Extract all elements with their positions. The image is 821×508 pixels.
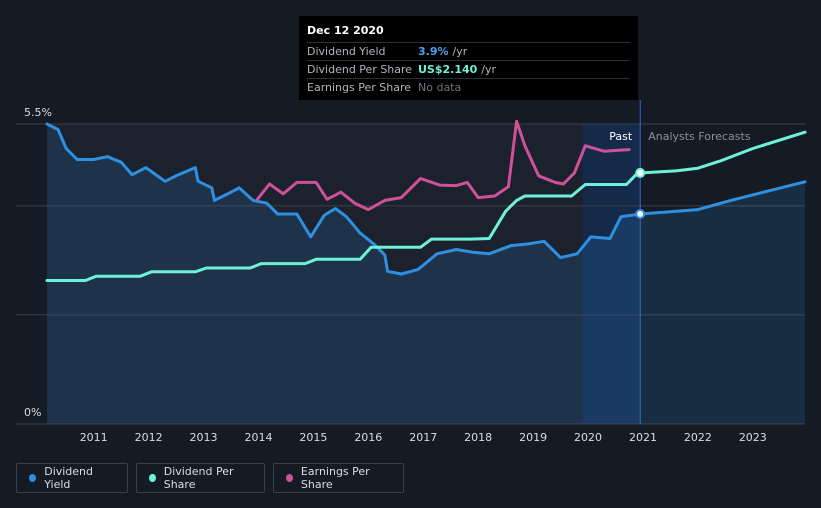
y-tick-label: 0%: [24, 406, 41, 419]
dividend-per-share-line: [45, 130, 807, 282]
x-tick-label: 2020: [574, 431, 602, 444]
tooltip-row-earnings-per-share: Earnings Per Share No data: [307, 78, 630, 96]
forecast-background: [640, 124, 805, 424]
tooltip-row-dividend-per-share: Dividend Per Share US$2.140 /yr: [307, 60, 630, 78]
x-tick-label: 2015: [299, 431, 327, 444]
tooltip-value: US$2.140: [418, 63, 478, 76]
earnings-per-share-line: [255, 119, 631, 212]
dividend-per-share-marker: [635, 167, 646, 178]
highlight-band: [582, 124, 641, 424]
past-label: Past: [609, 130, 633, 143]
legend-dot-icon: [29, 474, 37, 482]
tooltip: Dec 12 2020 Dividend Yield 3.9% /yr Divi…: [299, 16, 638, 100]
tooltip-label: Earnings Per Share: [307, 81, 412, 94]
x-tick-label: 2016: [354, 431, 382, 444]
y-tick-label: 5.5%: [24, 106, 52, 119]
legend-label: Earnings Per Share: [300, 465, 370, 491]
x-tick-label: 2012: [135, 431, 163, 444]
x-tick-label: 2011: [80, 431, 108, 444]
y-axis: 5.5% 0%: [24, 106, 52, 419]
legend-label: Dividend Yield: [44, 465, 94, 491]
tooltip-unit: /yr: [452, 45, 468, 58]
legend-dividend-yield[interactable]: Dividend Yield: [16, 463, 128, 493]
x-tick-label: 2014: [244, 431, 272, 444]
legend-label: Dividend Per Share: [163, 465, 234, 491]
grid: [16, 123, 805, 425]
tooltip-unit: /yr: [481, 63, 497, 76]
legend-earnings-per-share[interactable]: Earnings Per Share: [273, 463, 404, 493]
tooltip-value: No data: [418, 81, 462, 94]
tooltip-row-dividend-yield: Dividend Yield 3.9% /yr: [307, 42, 630, 60]
tooltip-value: 3.9%: [418, 45, 449, 58]
legend-dot-icon: [286, 474, 293, 482]
legend-dividend-per-share[interactable]: Dividend Per Share: [136, 463, 265, 493]
x-tick-label: 2022: [684, 431, 712, 444]
dividend-yield-marker: [635, 209, 646, 219]
tooltip-label: Dividend Per Share: [307, 63, 413, 76]
dividend-yield-line: [45, 122, 807, 276]
x-tick-label: 2013: [190, 431, 218, 444]
plot-area: Past Analysts Forecasts: [45, 100, 807, 424]
x-tick-label: 2023: [739, 431, 767, 444]
forecast-label: Analysts Forecasts: [648, 130, 751, 143]
x-tick-label: 2018: [464, 431, 492, 444]
x-tick-label: 2021: [629, 431, 657, 444]
x-tick-label: 2019: [519, 431, 547, 444]
tooltip-date: Dec 12 2020: [307, 24, 384, 37]
dividend-yield-area: [47, 124, 805, 424]
x-axis: 2011 2012 2013 2014 2015 2016 2017 2018 2019 2020…: [80, 431, 767, 444]
tooltip-label: Dividend Yield: [307, 45, 386, 58]
x-tick-label: 2017: [409, 431, 437, 444]
legend-dot-icon: [149, 474, 156, 482]
